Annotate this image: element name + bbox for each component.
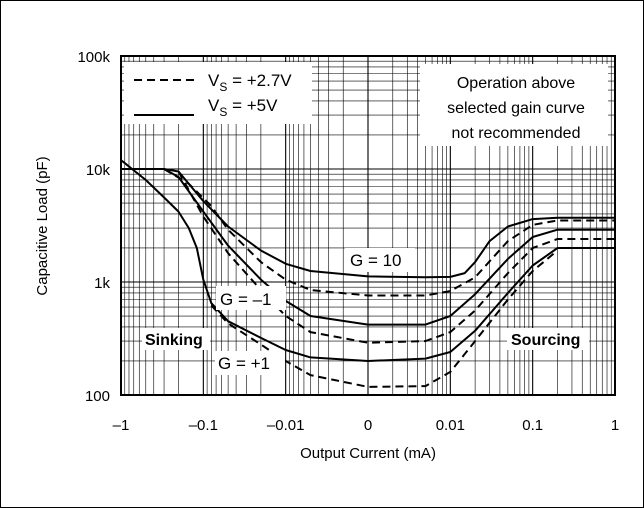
x-tick-label: 1 <box>611 417 619 434</box>
y-tick-label: 100k <box>77 49 110 66</box>
g10-label: G = 10 <box>350 251 402 270</box>
sinking-label-bg <box>142 328 210 350</box>
x-tick-label: –0.1 <box>189 417 218 434</box>
plot-border <box>120 55 616 396</box>
x-tick-label: 0.01 <box>436 417 465 434</box>
gm1-label: G = –1 <box>220 290 272 309</box>
note-line-3: not recommended <box>452 125 581 142</box>
legend-label-5v: VS = +5V <box>208 96 278 119</box>
y-axis-label: Capacitive Load (pF) <box>34 156 51 295</box>
gm1-label-bg <box>216 286 286 310</box>
x-tick-label: 0 <box>364 417 372 434</box>
x-tick-label: –0.01 <box>267 417 305 434</box>
curve-Gp1-27V <box>210 249 559 388</box>
y-tick-label: 1k <box>94 275 110 292</box>
curve-G10-27V <box>163 168 615 297</box>
sourcing-label-bg <box>507 328 589 350</box>
legend: VS = +2.7V VS = +5V <box>124 62 312 124</box>
sourcing-label: Sourcing <box>511 332 580 349</box>
chart-curves <box>120 159 615 388</box>
note-annotation: Operation above selected gain curve not … <box>420 64 608 146</box>
note-background <box>420 64 608 146</box>
legend-label-2v7: VS = +2.7V <box>208 71 292 94</box>
tick-labels: –1 –0.1 –0.01 0 0.01 0.1 1 100k 10k 1k 100 <box>77 49 619 434</box>
legend-background <box>124 62 312 124</box>
x-tick-label: –1 <box>113 417 130 434</box>
sinking-label: Sinking <box>145 332 203 349</box>
x-tick-label: 0.1 <box>522 417 543 434</box>
y-tick-label: 10k <box>86 162 111 179</box>
x-axis-label: Output Current (mA) <box>300 445 436 462</box>
curve-Gp1-5V <box>120 159 615 362</box>
g10-label-bg <box>345 248 415 272</box>
y-tick-label: 100 <box>85 388 110 405</box>
gp1-label-bg <box>215 351 285 375</box>
note-line-1: Operation above <box>457 75 575 92</box>
gp1-label: G = +1 <box>218 354 270 373</box>
curve-Gm1-5V <box>163 168 615 326</box>
note-line-2: selected gain curve <box>447 100 585 117</box>
